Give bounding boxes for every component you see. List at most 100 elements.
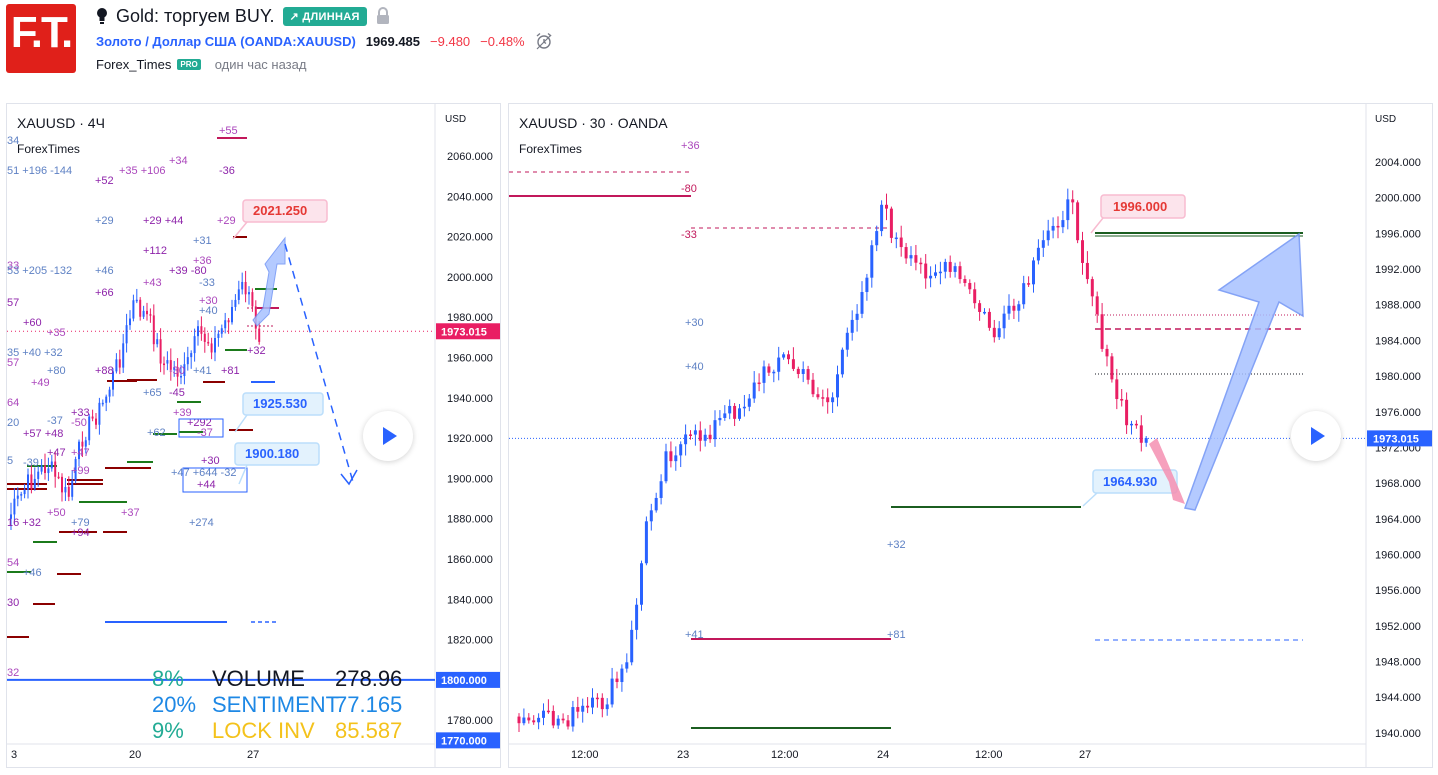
candle xyxy=(23,489,26,495)
candle xyxy=(978,303,982,312)
author-logo[interactable]: F.T. xyxy=(6,4,76,73)
play-button[interactable] xyxy=(1291,411,1341,461)
candle xyxy=(156,339,159,345)
candle xyxy=(220,328,223,334)
alarm-clock-icon[interactable] xyxy=(535,32,553,50)
pro-badge: PRO xyxy=(177,59,201,70)
candle xyxy=(958,266,962,280)
order-annotation: +33 xyxy=(71,407,90,419)
price-tick-label: 1920.000 xyxy=(447,433,493,445)
author-name[interactable]: Forex_Times xyxy=(96,57,172,72)
candle xyxy=(210,343,213,353)
candle xyxy=(610,678,614,705)
stat-volume-label: VOLUME xyxy=(212,666,305,691)
candle xyxy=(1071,199,1075,203)
candle xyxy=(664,451,668,482)
order-annotation: +66 xyxy=(95,287,114,299)
symbol-name[interactable]: Золото / Доллар США xyxy=(96,33,237,49)
order-annotation: +62 xyxy=(147,427,166,439)
target-price-label: 1996.000 xyxy=(1113,199,1167,214)
candle xyxy=(13,498,16,515)
candle xyxy=(1120,399,1124,401)
order-annotation: +40 xyxy=(199,305,218,317)
candle xyxy=(880,204,884,232)
price-tick-label: 2060.000 xyxy=(447,151,493,163)
symbol-link[interactable]: Золото / Доллар США (OANDA:XAUUSD) xyxy=(96,34,356,49)
candle xyxy=(904,247,908,259)
candle xyxy=(1130,423,1133,426)
price-tick-label: 1940.000 xyxy=(1375,728,1421,740)
chart-30m-panel[interactable]: USD 2004.000 2000.000 1996.000 1992.000 1988.… xyxy=(508,103,1433,768)
candle xyxy=(728,405,732,414)
time-tick-label: 27 xyxy=(247,749,259,761)
price-tick-label: 1992.000 xyxy=(1375,264,1421,276)
candle xyxy=(10,514,12,519)
symbol-ticker[interactable]: (OANDA:XAUUSD) xyxy=(240,33,356,49)
play-button[interactable] xyxy=(363,411,413,461)
symbol-change-pct: −0.48% xyxy=(480,33,525,49)
candle xyxy=(767,366,771,373)
candle xyxy=(684,434,688,445)
candle xyxy=(821,397,825,399)
stat-volume-value: 278.96 xyxy=(335,666,403,691)
candle xyxy=(689,434,692,436)
order-annotation: +49 xyxy=(31,377,50,389)
candle xyxy=(816,394,820,398)
candle xyxy=(713,420,717,440)
candle xyxy=(733,405,737,419)
order-annotation: +32 xyxy=(887,539,906,551)
current-price-badge xyxy=(1367,430,1432,447)
candle xyxy=(625,662,629,669)
candle xyxy=(870,245,874,278)
publish-time: один час назад xyxy=(214,57,307,72)
candle xyxy=(1002,313,1006,329)
price-tick-label: 1780.000 xyxy=(447,715,493,727)
candle xyxy=(605,704,609,710)
order-annotation: -45 xyxy=(169,387,185,399)
candle xyxy=(197,326,199,337)
candle xyxy=(217,333,220,338)
order-annotation: +30 xyxy=(199,295,218,307)
chart-4h-panel[interactable]: USD 2060.000 2040.000 2020.000 2000.000 1980.… xyxy=(6,103,501,768)
order-annotation: +47 +644 -32 xyxy=(171,467,236,479)
candle xyxy=(772,371,776,374)
candle xyxy=(251,292,254,307)
candle xyxy=(787,354,790,360)
candle xyxy=(909,255,913,259)
candle xyxy=(16,495,19,499)
order-annotation: -50 xyxy=(71,417,87,429)
candle xyxy=(738,408,741,419)
candle xyxy=(929,275,933,279)
target-price-label: 1964.930 xyxy=(1103,474,1157,489)
candle xyxy=(186,357,189,365)
candle xyxy=(129,318,131,326)
chart-4h-title: XAUUSD · 4Ч xyxy=(17,115,105,131)
candle xyxy=(163,363,165,366)
candle xyxy=(938,271,942,274)
order-annotation: 57 xyxy=(7,297,19,309)
price-tick-label: 1964.000 xyxy=(1375,514,1421,526)
candle xyxy=(101,402,104,405)
chart-4h-canvas[interactable]: USD 2060.000 2040.000 2020.000 2000.000 1980.… xyxy=(7,104,501,768)
candle xyxy=(27,474,29,490)
order-annotation: +55 xyxy=(219,125,238,137)
candle xyxy=(826,397,830,403)
order-annotation: +43 xyxy=(143,277,162,289)
candle xyxy=(37,471,40,479)
candle xyxy=(1036,247,1040,261)
candle xyxy=(640,563,643,605)
stat-lock-value: 85.587 xyxy=(335,718,403,743)
order-annotation: +46 xyxy=(23,567,42,579)
candle xyxy=(537,717,541,723)
candle xyxy=(50,461,53,469)
chart-30m-canvas[interactable]: USD 2004.000 2000.000 1996.000 1992.000 1988.… xyxy=(509,104,1433,768)
candle xyxy=(840,349,844,375)
candle xyxy=(517,716,521,724)
order-annotation: +37 xyxy=(121,507,140,519)
order-annotation: +32 xyxy=(247,345,266,357)
order-annotation: +99 xyxy=(71,465,90,477)
target-price-label: 2021.250 xyxy=(253,203,307,218)
idea-title: Gold: торгуем BUY. xyxy=(116,5,275,26)
candle xyxy=(1115,379,1119,400)
